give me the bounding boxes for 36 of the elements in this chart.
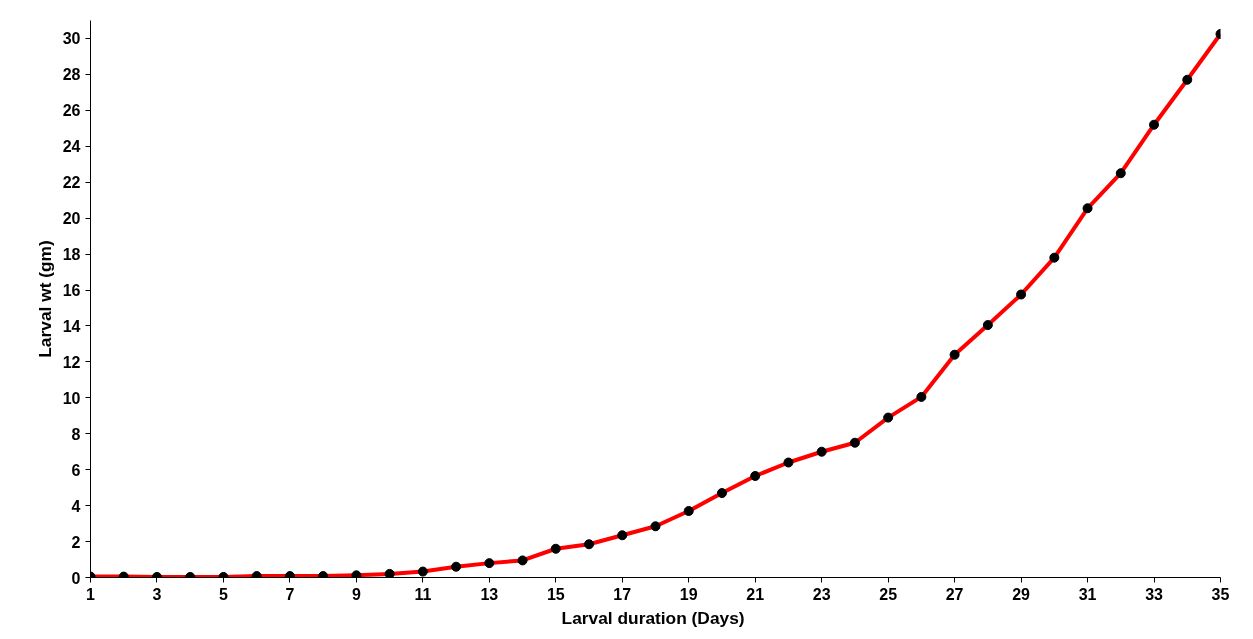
y-tick-label: 22 [62, 174, 81, 192]
x-tick-label: 35 [1211, 585, 1230, 603]
y-tick-label: 6 [71, 461, 81, 479]
x-tick-label: 25 [879, 585, 898, 603]
y-tick-label: 26 [62, 102, 81, 120]
y-tick-label: 8 [71, 425, 81, 443]
y-tick-label: 30 [62, 30, 81, 48]
y-tick-label: 10 [62, 389, 81, 407]
x-tick-label: 19 [679, 585, 698, 603]
x-tick-label: 21 [746, 585, 765, 603]
x-tick-label: 29 [1012, 585, 1031, 603]
x-tick-label: 7 [285, 585, 295, 603]
y-tick-label: 16 [62, 282, 81, 300]
x-tick-label: 23 [812, 585, 831, 603]
x-tick-label: 11 [414, 585, 432, 603]
x-tick-label: 27 [945, 585, 964, 603]
y-tick-label: 4 [71, 497, 81, 515]
y-axis-title: Larval wt (gm) [34, 240, 55, 358]
x-tick-label: 1 [86, 585, 96, 603]
y-tick-label: 28 [62, 66, 81, 84]
y-tick-label: 14 [62, 317, 81, 335]
x-tick-label: 33 [1145, 585, 1164, 603]
y-tick-label: 18 [62, 246, 81, 264]
x-tick-label: 5 [218, 585, 228, 603]
x-tick-label: 17 [613, 585, 632, 603]
y-tick-label: 0 [71, 569, 81, 587]
y-tick-label: 24 [62, 138, 81, 156]
y-tick-label: 12 [62, 353, 81, 371]
x-tick-label: 3 [152, 585, 162, 603]
y-tick-label: 2 [71, 533, 81, 551]
x-tick-label: 15 [546, 585, 565, 603]
x-tick-label: 13 [480, 585, 499, 603]
x-tick-label: 9 [351, 585, 361, 603]
x-axis-title: Larval duration (Days) [561, 607, 745, 628]
y-tick-label: 20 [62, 210, 81, 228]
x-tick-label: 31 [1078, 585, 1097, 603]
